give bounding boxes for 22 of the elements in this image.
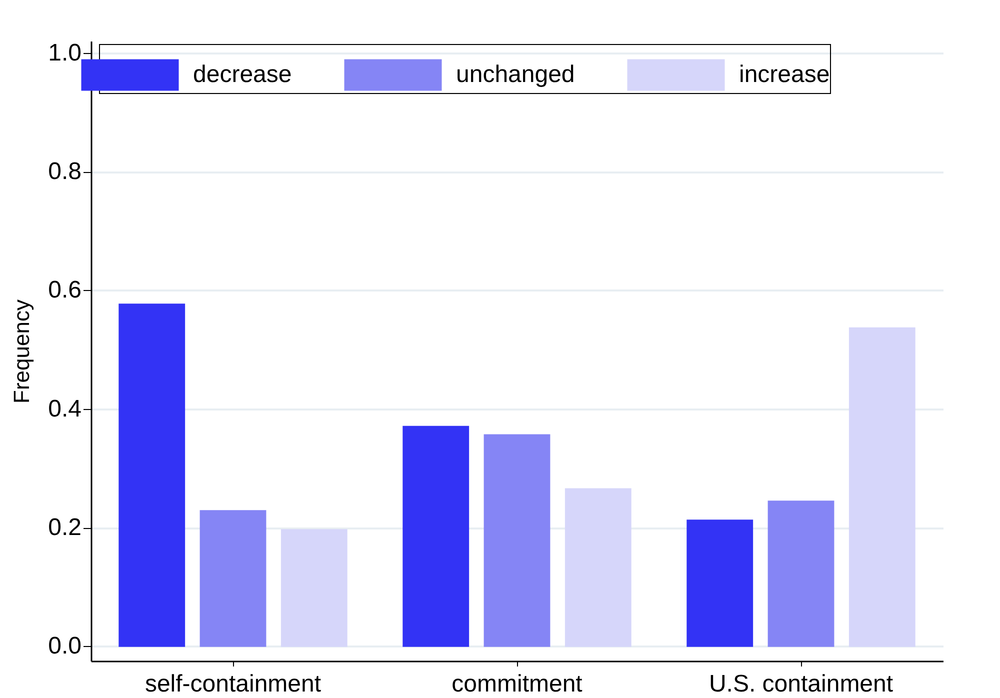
x-tick-label: commitment	[452, 670, 583, 698]
bar	[848, 327, 916, 647]
bar	[564, 488, 632, 647]
bar	[768, 500, 834, 647]
bar	[402, 426, 470, 647]
legend-label: decrease	[193, 61, 292, 88]
y-tick-label: 1.0	[48, 39, 82, 66]
bar	[118, 304, 186, 647]
y-tick-label: 0.6	[48, 276, 82, 304]
y-tick-label: 0.0	[48, 632, 82, 660]
y-tick-label: 0.8	[48, 158, 82, 186]
legend-label: unchanged	[456, 61, 575, 88]
y-axis-title: Frequency	[9, 300, 34, 404]
x-tick-label: self-containment	[144, 670, 322, 698]
bar	[280, 529, 348, 647]
y-tick-label: 0.4	[48, 395, 82, 422]
legend-label: increase	[739, 61, 830, 88]
bar	[200, 510, 266, 647]
y-tick-label: 0.2	[48, 514, 82, 542]
bar	[686, 520, 754, 647]
bar	[484, 434, 550, 647]
x-tick-label: U.S. containment	[708, 670, 894, 698]
